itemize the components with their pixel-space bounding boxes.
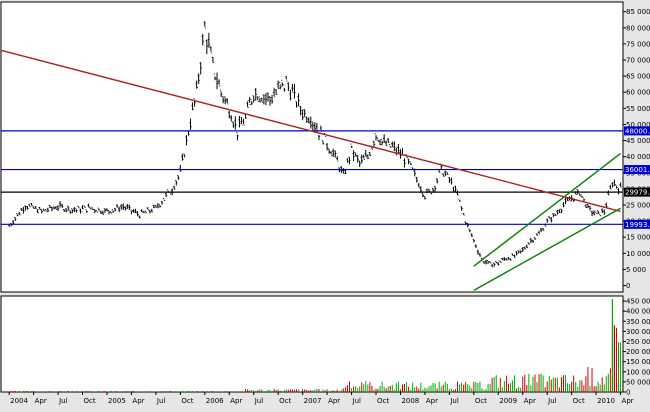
price-y-tick-label: 25 000 [626, 202, 650, 210]
price-y-tick-label: 85 000 [626, 8, 650, 16]
price-y-tick-label: 50 000 [626, 121, 650, 129]
trendline [0, 49, 621, 213]
price-y-tick-label: 45 000 [626, 137, 650, 145]
x-tick-label: Apr [132, 397, 144, 405]
x-tick-label: 2008 [401, 397, 419, 405]
price-y-tick-label: 10 000 [626, 250, 650, 258]
horizontal-level-tag [624, 187, 650, 197]
x-tick-label: 2004 [10, 397, 28, 405]
volume-y-tick-label: 50 000 [626, 378, 650, 386]
volume-y-tick-label: 200 000 [626, 348, 650, 356]
x-tick-label: Apr [35, 397, 47, 405]
horizontal-level-tag [624, 126, 650, 136]
price-y-tick-label: 65 000 [626, 73, 650, 81]
x-tick-label: Jul [547, 397, 557, 405]
horizontal-level-label: 36001.3 [625, 166, 650, 174]
price-y-tick-label: 0 [626, 282, 630, 290]
price-y-tick-label: 55 000 [626, 105, 650, 113]
price-y-tick-label: 15 000 [626, 234, 650, 242]
x-tick-label: Apr [524, 397, 536, 405]
x-tick-label: Oct [573, 397, 585, 405]
price-y-tick-label: 75 000 [626, 40, 650, 48]
volume-y-tick-label: 0 [626, 389, 630, 397]
volume-y-tick-label: 350 000 [626, 318, 650, 326]
volume-y-tick-label: 400 000 [626, 308, 650, 316]
volume-y-axis: 0 50 000 100 000 150 000 200 000 250 000 300 0… [623, 298, 650, 397]
trendline [473, 152, 621, 267]
x-tick-label: 2006 [206, 397, 224, 405]
x-tick-label: 2010 [597, 397, 615, 405]
price-y-tick-label: 80 000 [626, 24, 650, 32]
volume-panel-background [1, 296, 623, 392]
volume-y-tick-label: 250 000 [626, 338, 650, 346]
x-tick-label: Apr [622, 397, 634, 405]
price-y-tick-label: 5 000 [626, 266, 646, 274]
x-tick-label: Jul [352, 397, 362, 405]
x-tick-label: 2009 [499, 397, 517, 405]
horizontal-level-label: 29979.3 [625, 189, 650, 197]
horizontal-level-tag [624, 219, 650, 229]
trendlines [0, 49, 621, 291]
x-tick-label: Oct [84, 397, 96, 405]
price-y-tick-label: 60 000 [626, 89, 650, 97]
x-tick-label: Apr [426, 397, 438, 405]
horizontal-level-label: 19993.2 [625, 221, 650, 229]
x-tick-label: Oct [377, 397, 389, 405]
x-tick-label: 2007 [304, 397, 322, 405]
volume-panel-frame [0, 295, 624, 393]
volume-bars [8, 299, 622, 392]
price-series [7, 21, 622, 268]
x-tick-label: Apr [230, 397, 242, 405]
volume-y-tick-label: 450 000 [626, 298, 650, 306]
price-panel-frame [0, 1, 624, 293]
x-tick-label: Jul [449, 397, 459, 405]
trendline [473, 207, 621, 291]
x-tick-label: Jul [58, 397, 68, 405]
volume-y-tick-label: 150 000 [626, 358, 650, 366]
x-axis: 2004 Apr Jul Oct 2005 Apr Jul Oct 2006 Apr Jul Oct 2… [8, 392, 634, 405]
x-tick-label: Oct [279, 397, 291, 405]
x-tick-label: 2005 [108, 397, 126, 405]
price-y-tick-label: 40 000 [626, 153, 650, 161]
volume-y-tick-label: 100 000 [626, 368, 650, 376]
x-tick-label: Jul [254, 397, 264, 405]
x-tick-label: Jul [156, 397, 166, 405]
price-y-tick-label: 70 000 [626, 57, 650, 65]
horizontal-level-tag [624, 165, 650, 175]
price-panel-background [1, 2, 623, 292]
x-tick-label: Apr [328, 397, 340, 405]
x-tick-label: Oct [181, 397, 193, 405]
x-tick-label: Oct [475, 397, 487, 405]
horizontal-level-label: 48000.0 [625, 127, 650, 135]
volume-y-tick-label: 300 000 [626, 328, 650, 336]
